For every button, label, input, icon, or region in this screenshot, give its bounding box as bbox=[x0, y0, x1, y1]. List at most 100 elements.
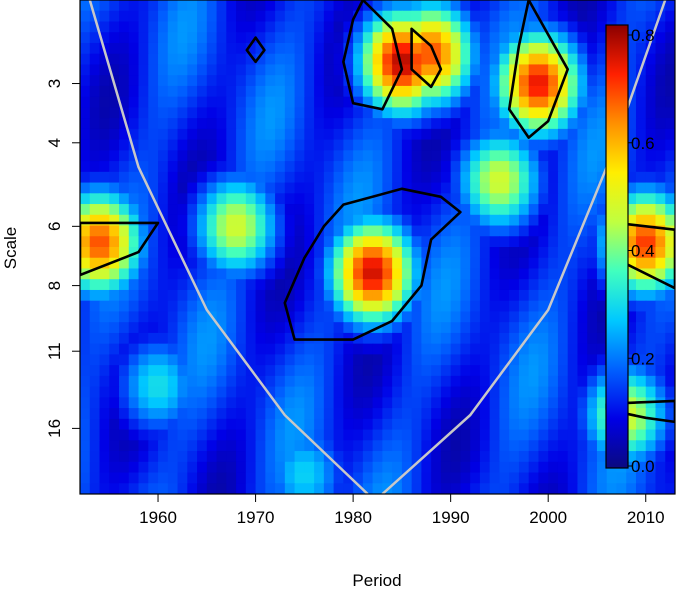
heat-cell bbox=[245, 53, 257, 66]
heat-cell bbox=[187, 332, 198, 345]
heat-cell bbox=[440, 42, 452, 55]
x-axis-label: Period bbox=[352, 571, 401, 589]
heat-cell bbox=[655, 42, 666, 55]
heat-cell bbox=[333, 10, 344, 23]
heat-cell bbox=[226, 182, 237, 194]
heat-cell bbox=[265, 107, 276, 119]
heat-cell bbox=[548, 225, 559, 237]
heat-cell bbox=[128, 343, 140, 355]
heat-cell bbox=[343, 375, 354, 388]
heat-cell bbox=[450, 64, 462, 76]
heat-cell bbox=[255, 193, 266, 205]
heat-cell bbox=[109, 461, 120, 474]
heat-cell bbox=[577, 343, 588, 355]
heat-cell bbox=[548, 139, 559, 151]
heat-cell bbox=[509, 397, 520, 409]
heat-cell bbox=[206, 354, 218, 366]
heat-cell bbox=[401, 332, 413, 345]
heat-cell bbox=[323, 204, 335, 216]
heat-cell bbox=[343, 300, 354, 313]
heat-cell bbox=[372, 247, 383, 259]
heat-cell bbox=[187, 418, 198, 431]
heat-cell bbox=[450, 386, 462, 398]
heat-cell bbox=[109, 10, 120, 23]
heat-cell bbox=[119, 96, 130, 108]
heat-cell bbox=[567, 408, 579, 420]
heat-cell bbox=[99, 128, 110, 141]
heat-cell bbox=[411, 365, 422, 377]
heat-cell bbox=[489, 150, 501, 162]
heat-cell bbox=[431, 375, 442, 388]
heat-cell bbox=[294, 139, 305, 151]
heat-cell bbox=[275, 139, 286, 151]
heat-cell bbox=[187, 343, 198, 355]
heat-cell bbox=[596, 85, 608, 98]
heat-cell bbox=[197, 365, 208, 377]
heat-cell bbox=[304, 96, 315, 108]
heat-cell bbox=[626, 10, 637, 23]
heat-cell bbox=[236, 365, 247, 377]
heat-cell bbox=[411, 268, 422, 280]
heat-cell bbox=[392, 193, 403, 205]
heat-cell bbox=[275, 42, 286, 55]
heat-cell bbox=[382, 365, 393, 377]
heat-cell bbox=[479, 204, 491, 216]
heat-cell bbox=[557, 429, 569, 441]
heat-cell bbox=[109, 386, 120, 398]
heat-cell bbox=[187, 279, 198, 291]
heat-cell bbox=[587, 53, 598, 66]
heat-cell bbox=[489, 472, 501, 484]
heat-cell bbox=[99, 150, 110, 162]
colorbar-tick-label: 0.6 bbox=[631, 134, 655, 153]
heat-cell bbox=[577, 354, 588, 366]
heat-cell bbox=[323, 343, 335, 355]
heat-cell bbox=[245, 42, 257, 55]
heat-cell bbox=[665, 85, 675, 98]
heat-cell bbox=[401, 408, 413, 420]
heat-cell bbox=[362, 107, 374, 119]
heat-cell bbox=[314, 429, 325, 441]
heat-cell bbox=[431, 418, 442, 431]
heat-cell bbox=[460, 386, 471, 398]
heat-cell bbox=[177, 354, 188, 366]
heat-cell bbox=[206, 128, 218, 141]
heat-cell bbox=[353, 42, 364, 55]
heat-cell bbox=[479, 161, 491, 173]
heat-cell bbox=[392, 322, 403, 334]
heat-cell bbox=[119, 472, 130, 484]
heat-cell bbox=[294, 236, 305, 248]
heat-cell bbox=[382, 322, 393, 334]
heat-cell bbox=[284, 451, 296, 463]
heat-cell bbox=[382, 182, 393, 194]
heat-cell bbox=[275, 408, 286, 420]
heat-cell bbox=[167, 461, 179, 474]
heat-cell bbox=[99, 397, 110, 409]
heat-cell bbox=[255, 451, 266, 463]
heat-cell bbox=[460, 322, 471, 334]
heat-cell bbox=[460, 300, 471, 313]
heat-cell bbox=[382, 289, 393, 302]
heat-cell bbox=[411, 150, 422, 162]
heat-cell bbox=[216, 225, 227, 237]
heat-cell bbox=[392, 375, 403, 388]
heat-cell bbox=[343, 150, 354, 162]
heat-cell bbox=[440, 343, 452, 355]
heat-cell bbox=[158, 279, 169, 291]
heat-cell bbox=[89, 182, 101, 194]
heat-cell bbox=[255, 204, 266, 216]
heat-cell bbox=[158, 408, 169, 420]
heat-cell bbox=[538, 53, 549, 66]
heat-cell bbox=[226, 289, 237, 302]
heat-cell bbox=[245, 332, 257, 345]
heat-cell bbox=[80, 139, 91, 151]
heat-cell bbox=[138, 408, 149, 420]
heat-cell bbox=[577, 236, 588, 248]
heat-cell bbox=[577, 10, 588, 23]
heat-cell bbox=[665, 75, 675, 87]
heat-cell bbox=[353, 53, 364, 66]
heat-cell bbox=[655, 107, 666, 119]
heat-cell bbox=[479, 365, 491, 377]
heat-cell bbox=[167, 472, 179, 484]
heat-cell bbox=[401, 300, 413, 313]
heat-cell bbox=[587, 440, 598, 452]
